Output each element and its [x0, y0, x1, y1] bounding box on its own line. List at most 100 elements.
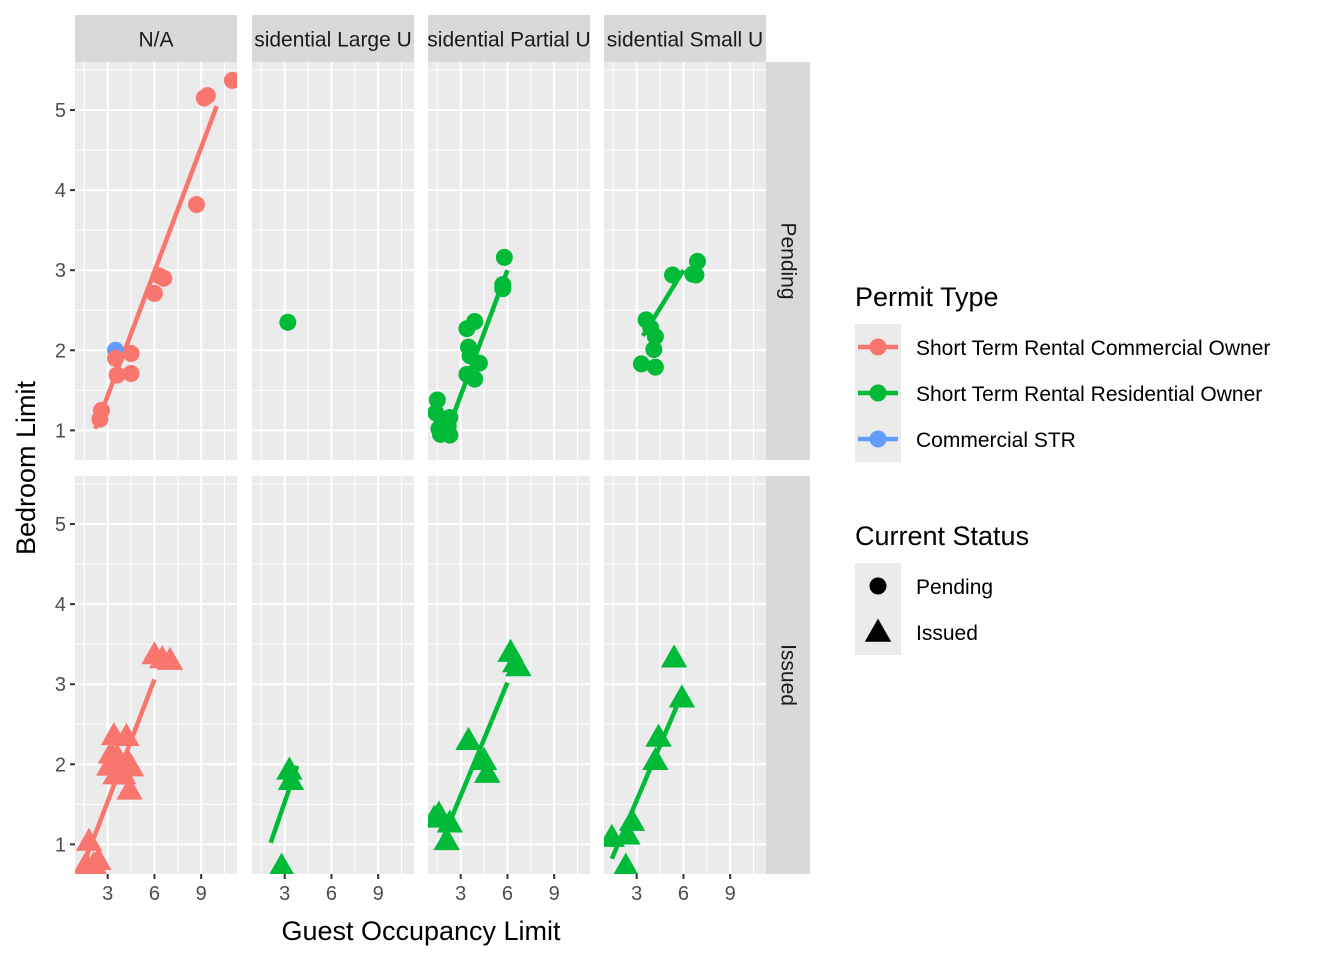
data-point [188, 196, 205, 214]
data-point [645, 723, 672, 747]
data-point [116, 776, 143, 800]
legend-label: Short Term Rental Residential Owner [916, 383, 1262, 406]
x-tick-label: 3 [455, 883, 466, 905]
facet-strip-background [252, 15, 414, 62]
legend-current-status: Current Status Pending Issued [855, 521, 1029, 655]
data-point [276, 756, 303, 780]
data-point [495, 248, 513, 266]
facet-strips: N/A sidential Large U sidential Partial U s… [75, 15, 810, 874]
facet-strip-background [604, 15, 766, 62]
facet-strip-background [75, 15, 237, 62]
data-point [458, 320, 476, 338]
y-tick-label: 1 [55, 420, 66, 442]
legend-key-triangle [864, 618, 892, 642]
legend-label: Short Term Rental Commercial Owner [916, 337, 1270, 360]
legend-label: Issued [916, 622, 978, 645]
x-tick-label: 9 [725, 883, 736, 905]
legend-permit-type: Permit Type Short Term Rental Commercial … [855, 282, 1270, 462]
legend: Permit Type Short Term Rental Commercial … [855, 282, 1270, 655]
data-point [108, 366, 126, 384]
data-point [687, 266, 705, 284]
facet-strip-background [428, 15, 590, 62]
panel-pending-1 [252, 62, 414, 460]
data-point [80, 850, 107, 874]
data-point [122, 344, 140, 362]
data-point [646, 358, 664, 376]
facet-strip-col-1: sidential Large U [252, 15, 414, 62]
y-tick-label: 4 [55, 180, 66, 202]
legend-label: Commercial STR [916, 429, 1076, 452]
y-tick-label: 2 [55, 340, 66, 362]
legend-key-point [869, 430, 887, 448]
panel-background [604, 62, 766, 460]
legend-label: Pending [916, 576, 993, 599]
x-tick-label: 6 [502, 883, 513, 905]
data-point [269, 852, 294, 874]
data-point [223, 71, 237, 89]
facet-strip-label: N/A [138, 29, 173, 52]
facet-strip-row-1: Issued [766, 476, 810, 874]
data-point [645, 340, 663, 358]
y-axis-title: Bedroom Limit [11, 380, 41, 555]
panel-data-3-1 [604, 644, 696, 874]
y-tick-label: 3 [55, 260, 66, 282]
data-point [155, 269, 173, 287]
panel-data-3-0 [632, 252, 706, 376]
legend-item: Short Term Rental Residential Owner [855, 370, 1262, 416]
y-tick-label: 5 [55, 514, 66, 536]
x-tick-label: 6 [149, 883, 160, 905]
data-point [646, 328, 664, 346]
facet-strip-label: Issued [777, 644, 800, 706]
facet-strip-label: sidential Partial U [427, 29, 590, 52]
facet-strip-col-0: N/A [75, 15, 237, 62]
panel-background [252, 476, 414, 874]
data-point [107, 349, 124, 367]
axes: 1 2 3 4 5 1 2 3 4 5 3 6 9 3 6 9 3 6 9 3 6 9 [55, 100, 736, 905]
facet-strip-background [766, 62, 810, 460]
data-point [277, 766, 305, 791]
data-point [473, 759, 501, 783]
panel-data-0-0 [91, 71, 237, 430]
y-tick-label: 3 [55, 674, 66, 696]
x-axis-title: Guest Occupancy Limit [281, 916, 561, 946]
legend-item: Pending [855, 563, 993, 609]
facet-strip-label: sidential Small U [607, 29, 763, 52]
panel-issued-1 [252, 476, 414, 874]
data-point [470, 354, 488, 372]
y-tick-label: 5 [55, 100, 66, 122]
panel-background [252, 62, 414, 460]
data-point [75, 827, 103, 851]
data-point [642, 746, 669, 771]
data-point [466, 370, 484, 388]
data-point [632, 355, 650, 373]
data-point [441, 426, 459, 444]
legend-title: Permit Type [855, 282, 999, 312]
facet-strip-col-3: sidential Small U [604, 15, 766, 62]
data-point [470, 746, 498, 771]
panel-issued-0 [75, 476, 237, 874]
facet-strip-label: sidential Large U [254, 29, 412, 52]
data-point [433, 826, 460, 851]
x-tick-label: 9 [373, 883, 384, 905]
legend-title: Current Status [855, 521, 1029, 551]
x-tick-label: 3 [631, 883, 642, 905]
trend-line [446, 269, 510, 430]
panel-data-1-1 [268, 756, 305, 874]
data-point [428, 804, 448, 828]
data-point [428, 391, 446, 409]
facet-strip-label: Pending [777, 222, 800, 299]
panel-pending-3 [604, 62, 766, 460]
legend-item: Issued [855, 609, 978, 655]
panels-layer [75, 62, 766, 874]
panel-data-1-0 [279, 313, 297, 331]
facet-strip-col-2: sidential Partial U [427, 15, 590, 62]
x-tick-label: 6 [678, 883, 689, 905]
data-point [198, 87, 216, 105]
data-point [156, 646, 184, 670]
x-tick-label: 9 [549, 883, 560, 905]
x-tick-label: 9 [196, 883, 207, 905]
y-tick-label: 1 [55, 834, 66, 856]
legend-key-circle [869, 577, 887, 595]
x-tick-label: 6 [326, 883, 337, 905]
